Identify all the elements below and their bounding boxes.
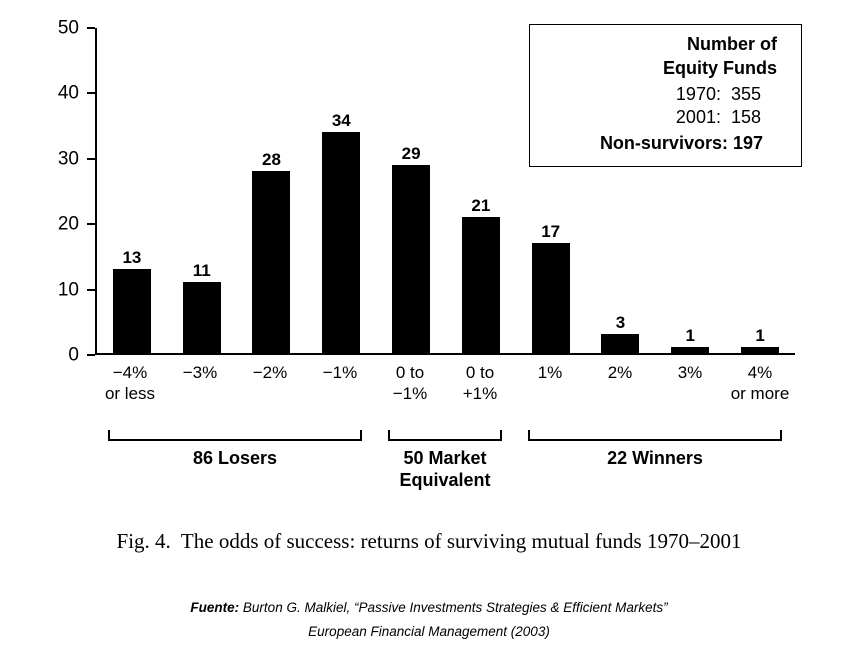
bar-slot: 28 xyxy=(237,28,307,353)
bar xyxy=(252,171,291,353)
y-tick-label: 0 xyxy=(68,344,79,366)
bar-slot: 1 xyxy=(655,28,725,353)
bar-value-label: 17 xyxy=(541,221,561,241)
x-tick-label-line: −3% xyxy=(182,363,218,382)
plot-area: 13 11 28 34 29 21 17 3 1 1 Number of Equity Funds… xyxy=(95,24,802,355)
source-text: Burton G. Malkiel, “Passive Investments … xyxy=(239,600,668,615)
bracket-group: 50 Market Equivalent xyxy=(375,430,515,491)
legend-rows: 1970: 355 2001: 158 xyxy=(540,83,777,131)
bracket-label-line: 50 Market xyxy=(403,448,487,468)
bar-slot: 1 xyxy=(725,28,795,353)
bracket-group: 22 Winners xyxy=(515,430,795,491)
bars-container: 13 11 28 34 29 21 17 3 1 1 xyxy=(97,28,795,353)
x-tick-label: −3% xyxy=(165,362,235,405)
legend-title: Number of Equity Funds xyxy=(540,33,777,81)
x-tick-label-line: 4% xyxy=(747,363,773,382)
bar-slot: 21 xyxy=(446,28,516,353)
x-tick-label: 0 to +1% xyxy=(445,362,515,405)
legend-year-row: 1970: 355 xyxy=(675,83,761,104)
bar xyxy=(531,242,570,353)
bar-slot: 3 xyxy=(586,28,656,353)
x-tick-label: 1% xyxy=(515,362,585,405)
bar-value-label: 34 xyxy=(331,111,351,130)
bar xyxy=(392,164,431,353)
y-tick-label: 20 xyxy=(57,213,79,235)
x-tick-label-line: −2% xyxy=(252,363,288,382)
legend-non-survivors: Non-survivors: 197 xyxy=(599,133,763,153)
x-tick-label: −2% xyxy=(235,362,305,405)
y-tick-label: 40 xyxy=(57,82,79,104)
bar-value-label: 11 xyxy=(192,260,211,280)
x-tick-label-line: −1% xyxy=(392,384,428,404)
legend-box: Number of Equity Funds 1970: 355 2001: 15… xyxy=(529,24,802,167)
y-tick-label: 50 xyxy=(57,17,79,39)
bar xyxy=(671,346,710,353)
bar-value-label: 1 xyxy=(755,325,765,345)
y-axis: 0 10 20 30 40 50 xyxy=(30,19,95,365)
bar-slot: 13 xyxy=(97,28,167,353)
bar xyxy=(741,346,780,353)
x-tick-label-line: −4% xyxy=(112,363,148,382)
bracket-label: 22 Winners xyxy=(515,448,795,470)
bar-slot: 11 xyxy=(167,28,237,353)
source-prefix: Fuente: xyxy=(190,600,240,615)
x-tick-label-line: or less xyxy=(104,384,156,404)
source-attribution: Fuente: Burton G. Malkiel, “Passive Inve… xyxy=(0,596,858,643)
bar-slot: 17 xyxy=(516,28,586,353)
x-tick-label: 0 to −1% xyxy=(375,362,445,405)
x-tick-label: 2% xyxy=(585,362,655,405)
x-tick-label-line: 0 to xyxy=(465,363,495,382)
bar-value-label: 29 xyxy=(401,143,421,163)
x-tick-label-line: +1% xyxy=(462,384,498,404)
bar xyxy=(112,268,151,353)
legend-title-line: Equity Funds xyxy=(663,57,777,78)
x-tick-label: −4% or less xyxy=(95,362,165,405)
x-tick-label-line: 3% xyxy=(677,363,703,382)
y-tick-label: 10 xyxy=(57,279,79,301)
y-tick-mark xyxy=(87,27,95,29)
bar-value-label: 1 xyxy=(685,325,695,345)
legend-title-line: Number of xyxy=(687,34,777,54)
group-brackets: 86 Losers 50 Market Equivalent 22 Winners xyxy=(95,430,795,491)
bracket-label-line: Equivalent xyxy=(399,469,491,490)
bracket-line xyxy=(108,430,362,441)
x-tick-label-line: 0 to xyxy=(395,363,425,382)
bar-value-label: 3 xyxy=(615,312,626,332)
x-tick-label: 4% or more xyxy=(725,362,795,405)
y-tick-label: 30 xyxy=(57,148,79,170)
bar-slot: 34 xyxy=(306,28,376,353)
y-tick-mark xyxy=(87,92,95,95)
figure-caption: Fig. 4. The odds of success: returns of … xyxy=(116,529,742,553)
x-axis-labels: −4% or less −3% −2% −1% 0 to −1% 0 to +1% 1% 2% 3% 4… xyxy=(95,362,795,405)
bar xyxy=(322,132,361,353)
bar-slot: 29 xyxy=(376,28,446,353)
bar-value-label: 28 xyxy=(262,150,281,169)
bar-value-label: 21 xyxy=(471,195,491,215)
bracket-label: 50 Market Equivalent xyxy=(375,448,515,491)
y-tick-mark xyxy=(87,223,95,226)
x-tick-label-line: or more xyxy=(730,384,790,404)
source-line-1: Fuente: Burton G. Malkiel, “Passive Inve… xyxy=(0,596,858,620)
bracket-line xyxy=(388,430,502,441)
legend-year-row: 2001: 158 xyxy=(675,107,761,128)
x-tick-label-line: 2% xyxy=(607,363,633,382)
bracket-label: 86 Losers xyxy=(95,448,375,470)
x-tick-label-line: −1% xyxy=(322,363,358,382)
bar xyxy=(182,281,221,353)
y-tick-mark xyxy=(87,288,95,291)
y-tick-mark xyxy=(87,354,95,356)
bar xyxy=(461,216,500,353)
x-tick-label: 3% xyxy=(655,362,725,405)
x-tick-label-line: 1% xyxy=(537,363,563,382)
source-line-2: European Financial Management (2003) xyxy=(308,623,550,639)
bracket-label-line: 86 Losers xyxy=(192,448,278,468)
bar xyxy=(601,333,640,353)
bar-value-label: 13 xyxy=(122,247,142,267)
x-tick-label: −1% xyxy=(305,362,375,405)
y-tick-mark xyxy=(87,157,95,160)
bracket-line xyxy=(528,430,782,441)
bracket-group: 86 Losers xyxy=(95,430,375,491)
bracket-label-line: 22 Winners xyxy=(607,448,703,468)
